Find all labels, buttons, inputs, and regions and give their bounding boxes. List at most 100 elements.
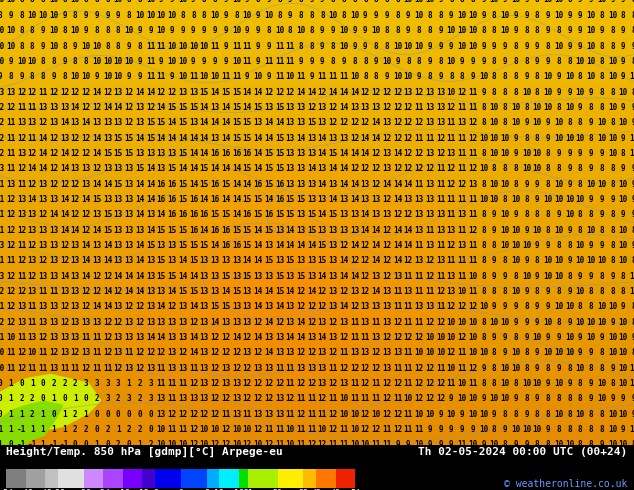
Text: 10: 10 <box>586 11 595 20</box>
Text: 10: 10 <box>210 425 219 434</box>
Text: 13: 13 <box>415 302 424 311</box>
Text: 14: 14 <box>253 256 262 265</box>
Text: 13: 13 <box>318 318 327 327</box>
Text: 13: 13 <box>232 256 241 265</box>
Text: 12: 12 <box>415 394 424 403</box>
Text: 12: 12 <box>146 348 155 357</box>
Text: -38: -38 <box>51 489 65 490</box>
Text: 14: 14 <box>146 195 155 204</box>
Text: 13: 13 <box>124 333 134 342</box>
Text: 10: 10 <box>522 149 531 158</box>
Text: 2: 2 <box>73 379 77 388</box>
Text: 12: 12 <box>425 271 434 281</box>
Text: 12: 12 <box>468 302 477 311</box>
Text: 9: 9 <box>535 348 540 357</box>
Text: 13: 13 <box>49 333 58 342</box>
Text: 0: 0 <box>94 425 99 434</box>
Text: 14: 14 <box>393 195 402 204</box>
Text: 0: 0 <box>51 410 56 419</box>
Text: 12: 12 <box>264 394 273 403</box>
Text: 14: 14 <box>350 241 359 250</box>
Text: 10: 10 <box>554 348 564 357</box>
Text: 10: 10 <box>200 425 209 434</box>
Text: 10: 10 <box>576 241 585 250</box>
Text: 13: 13 <box>157 410 166 419</box>
Text: 13: 13 <box>200 394 209 403</box>
Text: 12: 12 <box>361 88 370 97</box>
Text: 9: 9 <box>535 318 540 327</box>
Text: 16: 16 <box>167 210 176 220</box>
Text: 14: 14 <box>372 225 381 235</box>
Text: 2: 2 <box>62 379 67 388</box>
Text: 12: 12 <box>468 364 477 373</box>
Text: 10: 10 <box>586 180 595 189</box>
Text: 11: 11 <box>468 256 477 265</box>
Text: 12: 12 <box>6 103 15 112</box>
Text: 10: 10 <box>479 302 488 311</box>
Text: 11: 11 <box>39 364 48 373</box>
Text: 13: 13 <box>415 195 424 204</box>
Text: 8: 8 <box>363 72 368 81</box>
Text: 8: 8 <box>546 149 550 158</box>
Text: 13: 13 <box>296 210 306 220</box>
Text: 11: 11 <box>17 333 26 342</box>
Text: 13: 13 <box>232 302 241 311</box>
Text: 8: 8 <box>557 318 561 327</box>
Text: 8: 8 <box>105 0 110 4</box>
Text: 10: 10 <box>393 72 402 81</box>
Text: 10: 10 <box>415 0 424 4</box>
Text: 12: 12 <box>372 180 381 189</box>
Text: 14: 14 <box>135 241 145 250</box>
Text: 8: 8 <box>557 425 561 434</box>
Text: 8: 8 <box>62 72 67 81</box>
Text: 10: 10 <box>554 379 564 388</box>
Text: 14: 14 <box>210 318 219 327</box>
Text: 15: 15 <box>103 210 112 220</box>
Text: 10: 10 <box>554 195 564 204</box>
Text: 10: 10 <box>146 11 155 20</box>
Text: 11: 11 <box>307 410 316 419</box>
Text: 15: 15 <box>275 271 284 281</box>
Text: 9: 9 <box>62 57 67 66</box>
Text: 10: 10 <box>554 225 564 235</box>
Text: 8: 8 <box>138 0 142 4</box>
Text: 10: 10 <box>479 195 488 204</box>
Text: 9: 9 <box>578 11 583 20</box>
Text: 14: 14 <box>157 333 166 342</box>
Text: 8: 8 <box>62 26 67 35</box>
Text: 13: 13 <box>167 364 176 373</box>
Text: 8: 8 <box>309 26 314 35</box>
Text: 9: 9 <box>449 11 454 20</box>
Text: 10: 10 <box>533 333 542 342</box>
Text: 13: 13 <box>60 287 69 296</box>
Bar <box>239 469 249 488</box>
Text: 13: 13 <box>328 256 338 265</box>
Text: 12: 12 <box>447 241 456 250</box>
Text: 8: 8 <box>385 0 389 4</box>
Text: 10: 10 <box>554 256 564 265</box>
Text: 13: 13 <box>285 164 295 173</box>
Text: 10: 10 <box>210 72 219 81</box>
Text: 10: 10 <box>619 333 628 342</box>
Text: 14: 14 <box>189 149 198 158</box>
Text: 14: 14 <box>285 333 295 342</box>
Text: 0: 0 <box>0 394 3 403</box>
Text: 15: 15 <box>232 88 241 97</box>
Text: 14: 14 <box>404 180 413 189</box>
Text: 11: 11 <box>458 364 467 373</box>
Text: 10: 10 <box>458 318 467 327</box>
Text: 11: 11 <box>339 441 349 449</box>
Text: 13: 13 <box>253 410 262 419</box>
Text: 11: 11 <box>404 425 413 434</box>
Text: 10: 10 <box>489 180 499 189</box>
Text: 11: 11 <box>146 57 155 66</box>
Text: 13: 13 <box>372 271 381 281</box>
Text: 10: 10 <box>425 0 434 4</box>
Text: 9: 9 <box>84 11 88 20</box>
Text: 13: 13 <box>70 271 80 281</box>
Text: 9: 9 <box>631 241 634 250</box>
Text: 8: 8 <box>492 57 496 66</box>
Text: 12: 12 <box>6 241 15 250</box>
Text: 11: 11 <box>296 425 306 434</box>
Text: 9: 9 <box>309 72 314 81</box>
